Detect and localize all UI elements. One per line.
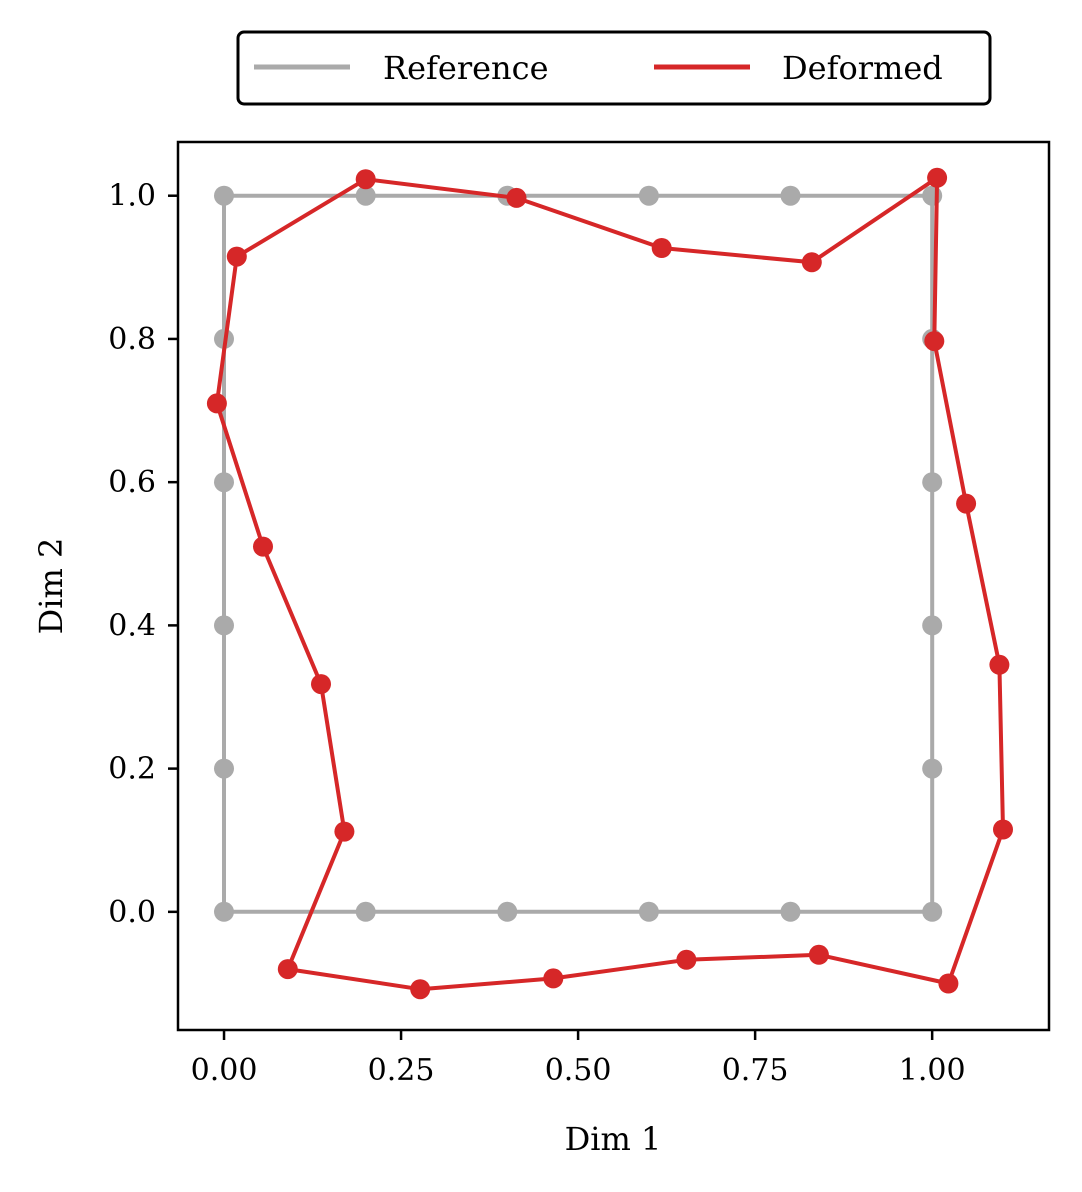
x-tick-label: 0.25 bbox=[368, 1053, 435, 1088]
y-tick-label: 0.2 bbox=[108, 752, 156, 787]
data-point-reference-3 bbox=[638, 901, 659, 922]
series-line-deformed bbox=[214, 175, 1005, 992]
data-point-deformed-10 bbox=[927, 167, 948, 188]
data-point-reference-2 bbox=[497, 901, 518, 922]
legend-box bbox=[236, 30, 992, 106]
data-point-reference-17 bbox=[214, 472, 234, 493]
data-point-reference-12 bbox=[638, 185, 659, 206]
y-tick-label: 0.4 bbox=[108, 608, 156, 643]
data-point-reference-19 bbox=[214, 758, 234, 779]
y-tick-label: 0.0 bbox=[108, 895, 156, 930]
data-point-deformed-19 bbox=[334, 821, 355, 842]
y-tick-label: 1.0 bbox=[108, 179, 156, 214]
plot-frame bbox=[176, 140, 1051, 1032]
x-tick-label: 1.00 bbox=[899, 1053, 966, 1088]
data-point-deformed-1 bbox=[410, 979, 431, 1000]
data-point-deformed-3 bbox=[676, 949, 697, 970]
data-point-reference-5 bbox=[922, 901, 943, 922]
data-point-deformed-17 bbox=[253, 536, 273, 557]
x-axis-label: Dim 1 bbox=[565, 1120, 662, 1158]
legend: Reference Deformed bbox=[236, 30, 992, 106]
y-axis-label: Dim 2 bbox=[32, 538, 70, 635]
x-tick-label: 0.75 bbox=[722, 1053, 789, 1088]
data-point-deformed-18 bbox=[311, 674, 331, 695]
y-tick-label: 0.8 bbox=[108, 322, 156, 357]
data-point-deformed-15 bbox=[226, 246, 247, 267]
series-layer bbox=[206, 167, 1013, 1000]
data-point-deformed-4 bbox=[808, 944, 829, 965]
data-point-reference-4 bbox=[780, 901, 801, 922]
data-point-reference-8 bbox=[922, 472, 943, 493]
x-axis-ticks: 0.00 0.25 0.50 0.75 1.00 bbox=[191, 1030, 966, 1088]
data-point-deformed-12 bbox=[651, 238, 672, 258]
data-point-deformed-11 bbox=[801, 252, 822, 273]
legend-label-reference: Reference bbox=[383, 49, 549, 87]
data-point-reference-0 bbox=[214, 901, 234, 922]
data-point-reference-18 bbox=[214, 615, 234, 636]
legend-label-deformed: Deformed bbox=[782, 49, 943, 87]
y-axis-ticks: 0.0 0.2 0.4 0.6 0.8 1.0 bbox=[108, 179, 178, 930]
data-point-deformed-14 bbox=[355, 169, 376, 190]
series-line-reference bbox=[222, 193, 935, 914]
data-point-deformed-7 bbox=[989, 654, 1010, 675]
data-point-deformed-8 bbox=[956, 493, 977, 514]
data-point-deformed-16 bbox=[206, 393, 227, 414]
data-point-deformed-9 bbox=[924, 331, 945, 352]
data-point-reference-11 bbox=[780, 185, 801, 206]
data-point-reference-1 bbox=[355, 901, 376, 922]
x-tick-label: 0.00 bbox=[191, 1053, 258, 1088]
data-point-deformed-13 bbox=[506, 187, 527, 208]
data-point-reference-14 bbox=[355, 185, 376, 206]
series-reference bbox=[214, 185, 943, 922]
data-point-deformed-5 bbox=[938, 973, 959, 994]
y-tick-label: 0.6 bbox=[108, 465, 156, 500]
data-point-deformed-2 bbox=[543, 968, 564, 989]
data-point-deformed-0 bbox=[277, 959, 298, 980]
data-point-reference-10 bbox=[922, 185, 943, 206]
data-point-deformed-6 bbox=[993, 819, 1013, 840]
series-deformed bbox=[206, 167, 1013, 1000]
data-point-reference-6 bbox=[922, 758, 943, 779]
data-point-reference-7 bbox=[922, 615, 943, 636]
data-point-reference-15 bbox=[214, 185, 234, 206]
x-tick-label: 0.50 bbox=[545, 1053, 612, 1088]
